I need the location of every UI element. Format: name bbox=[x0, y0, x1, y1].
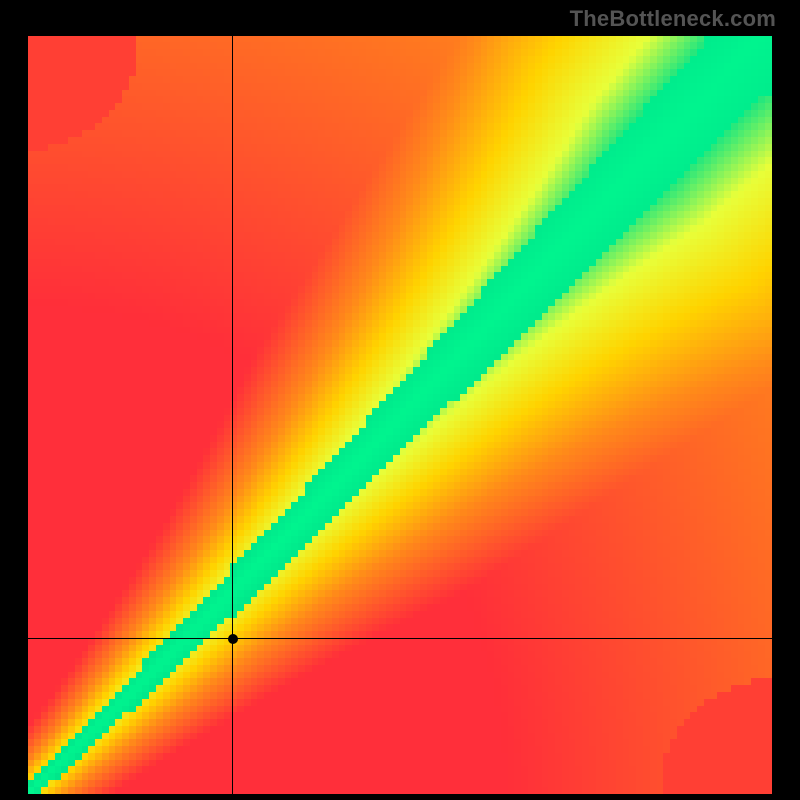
stage: TheBottleneck.com bbox=[0, 0, 800, 800]
watermark-text: TheBottleneck.com bbox=[570, 6, 776, 32]
bottleneck-heatmap bbox=[28, 36, 772, 794]
plot-area bbox=[28, 36, 772, 794]
